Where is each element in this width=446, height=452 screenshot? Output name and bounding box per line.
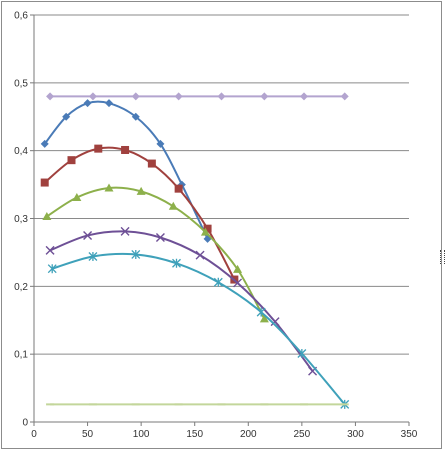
data-point <box>121 145 130 154</box>
data-point <box>156 139 165 148</box>
data-point <box>174 92 183 101</box>
tick-labels: 0 0,1 0,2 0,3 0,4 0,5 0,6 0 50 100 150 200 250 300 350 <box>14 11 418 441</box>
data-point <box>172 258 181 268</box>
axes <box>30 14 410 426</box>
data-point <box>88 251 98 261</box>
data-point <box>200 227 210 236</box>
data-point <box>297 348 307 358</box>
data-point <box>46 92 55 101</box>
data-point <box>270 317 280 327</box>
data-point <box>174 184 183 193</box>
x-tick-label: 250 <box>294 429 311 440</box>
data-point <box>233 278 243 288</box>
x-tick-label: 150 <box>186 429 203 440</box>
x-tick-label: 50 <box>82 429 94 440</box>
x-tick-label: 200 <box>240 429 257 440</box>
data-point <box>72 192 82 201</box>
gridlines <box>34 14 409 355</box>
series-group <box>40 92 350 409</box>
resize-handle[interactable] <box>440 250 445 264</box>
data-point <box>203 224 212 233</box>
x-tick-label: 100 <box>133 429 150 440</box>
data-point <box>40 139 49 148</box>
x-tick-label: 0 <box>31 429 37 440</box>
y-tick-label: 0,5 <box>14 78 28 89</box>
data-point <box>233 264 243 273</box>
data-point <box>168 201 178 210</box>
data-point <box>47 264 57 274</box>
y-tick-label: 0,3 <box>14 214 28 225</box>
x-tick-label: 350 <box>401 429 418 440</box>
data-point <box>83 99 92 108</box>
data-point <box>136 186 146 195</box>
data-point <box>104 183 114 192</box>
y-tick-label: 0,4 <box>14 146 28 157</box>
data-point <box>340 92 349 101</box>
series-3 <box>42 183 269 323</box>
data-point <box>105 99 113 108</box>
data-point <box>88 92 97 101</box>
data-point <box>131 92 140 101</box>
data-point <box>260 92 269 101</box>
data-point <box>40 178 49 187</box>
x-tick-label: 300 <box>347 429 364 440</box>
data-point <box>217 92 226 101</box>
data-point <box>155 232 165 242</box>
data-point <box>45 245 55 255</box>
series-5 <box>47 249 350 409</box>
series-1 <box>40 99 212 243</box>
y-tick-label: 0,1 <box>14 350 28 361</box>
data-point <box>67 156 76 165</box>
data-point <box>300 92 308 101</box>
series-6 <box>46 92 349 101</box>
data-point <box>259 314 269 323</box>
data-point <box>195 250 205 260</box>
data-point <box>94 144 103 153</box>
y-tick-label: 0 <box>22 418 28 429</box>
data-point <box>42 211 52 220</box>
data-point <box>131 249 141 259</box>
series-line <box>46 186 266 320</box>
data-point <box>62 112 71 121</box>
y-tick-label: 0,6 <box>14 11 28 22</box>
data-point <box>120 226 130 236</box>
y-tick-label: 0,2 <box>14 282 28 293</box>
data-point <box>83 230 93 240</box>
data-point <box>213 277 223 287</box>
data-point <box>256 307 266 317</box>
data-point <box>131 112 140 121</box>
data-point <box>147 159 156 168</box>
series-4 <box>45 226 318 376</box>
series-line <box>51 252 346 406</box>
